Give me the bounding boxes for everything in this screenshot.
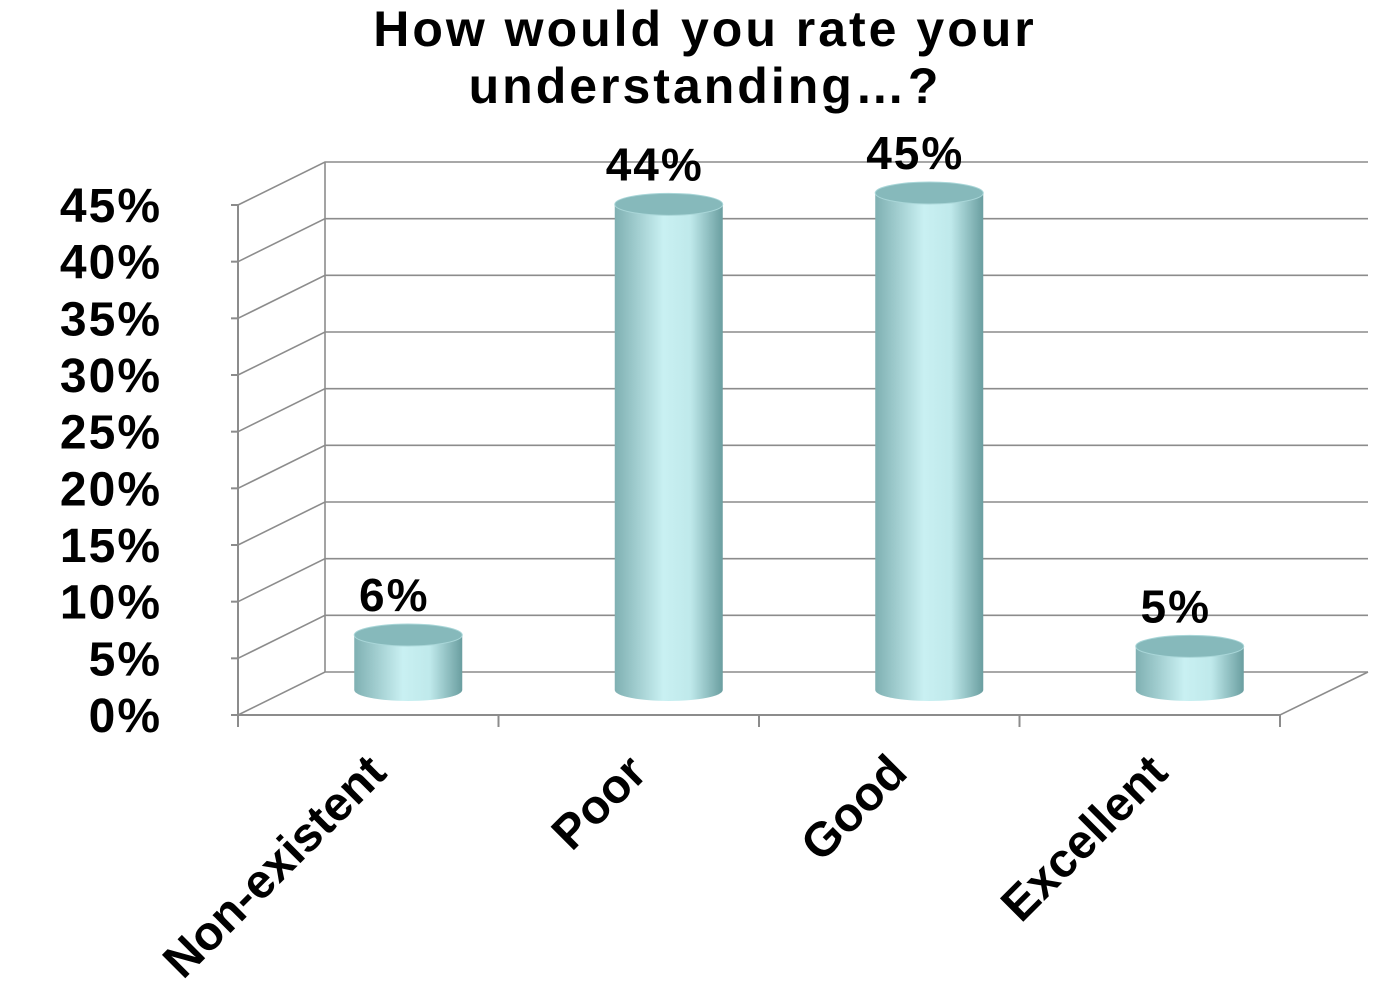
y-tick-label: 15% xyxy=(60,520,162,573)
data-labels: 6% 44% 45% 5% xyxy=(359,127,1211,632)
bar-top xyxy=(875,182,983,204)
bar-good xyxy=(875,182,983,701)
bar-top xyxy=(354,624,462,646)
gridline xyxy=(238,275,1368,318)
chart-title: How would you rate your understanding…? xyxy=(373,1,1036,114)
data-label: 5% xyxy=(1141,580,1211,632)
bar-body xyxy=(875,193,983,701)
y-axis-tick-labels: 0%5%10%15%20%25%30%35%40%45% xyxy=(60,180,162,743)
gridline xyxy=(238,219,1368,262)
data-label: 44% xyxy=(606,138,704,190)
category-labels: Non-existent Poor Good Excellent xyxy=(153,745,1178,988)
y-tick-label: 45% xyxy=(60,180,162,233)
bars xyxy=(354,182,1244,701)
chart-title-line-1: How would you rate your xyxy=(373,1,1036,57)
category-label: Excellent xyxy=(991,745,1178,932)
y-tick-label: 20% xyxy=(60,463,162,516)
bar-top xyxy=(615,193,723,215)
gridline xyxy=(238,162,1368,205)
category-label: Non-existent xyxy=(153,745,396,988)
y-tick-label: 40% xyxy=(60,237,162,290)
y-tick-label: 10% xyxy=(60,577,162,630)
chart-title-line-2: understanding…? xyxy=(469,58,942,114)
bar-body xyxy=(615,204,723,701)
data-label: 45% xyxy=(866,127,964,179)
category-label: Good xyxy=(791,745,917,871)
bar-poor xyxy=(615,193,723,701)
gridline xyxy=(238,332,1368,375)
y-tick-label: 5% xyxy=(89,633,162,686)
y-tick-label: 0% xyxy=(89,690,162,743)
y-tick-label: 35% xyxy=(60,293,162,346)
gridline xyxy=(238,502,1368,545)
gridline xyxy=(238,389,1368,432)
data-label: 6% xyxy=(359,569,429,621)
bar-excellent xyxy=(1136,635,1244,701)
bar-top xyxy=(1136,635,1244,657)
bar-non-existent xyxy=(354,624,462,701)
y-tick-label: 25% xyxy=(60,407,162,460)
category-label: Poor xyxy=(542,745,657,860)
gridline xyxy=(238,445,1368,488)
y-tick-label: 30% xyxy=(60,350,162,403)
